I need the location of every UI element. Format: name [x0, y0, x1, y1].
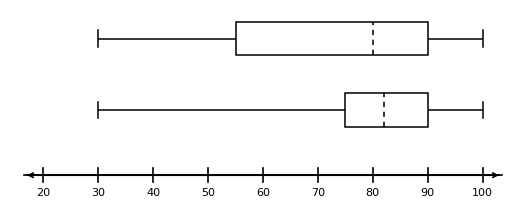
Text: 100: 100 — [472, 187, 493, 197]
Text: 60: 60 — [256, 187, 270, 197]
Text: 50: 50 — [201, 187, 215, 197]
Text: 90: 90 — [421, 187, 434, 197]
Bar — [236, 23, 428, 56]
Bar — [346, 94, 428, 127]
Text: 40: 40 — [146, 187, 160, 197]
Text: 80: 80 — [366, 187, 380, 197]
Text: 70: 70 — [311, 187, 325, 197]
Text: 20: 20 — [36, 187, 50, 197]
Text: 30: 30 — [92, 187, 105, 197]
